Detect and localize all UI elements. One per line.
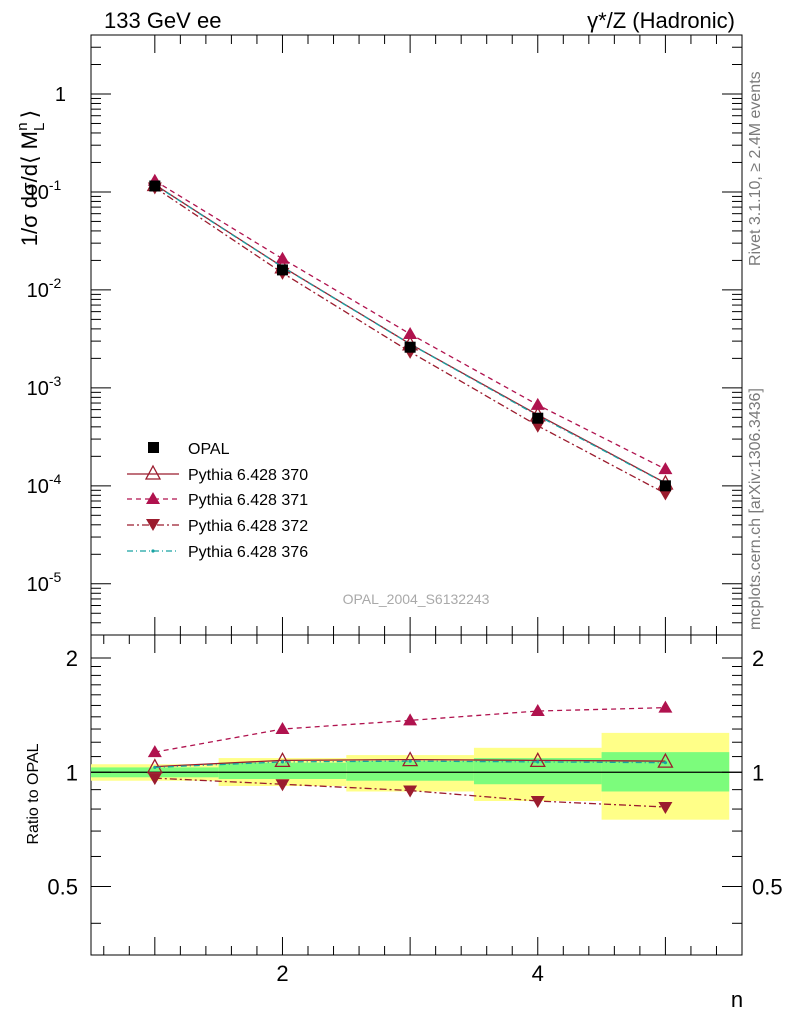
ratio-y-tick-label-left: 1 bbox=[66, 760, 78, 785]
data-point-opal bbox=[659, 480, 671, 492]
ratio-y-tick-label-left: 2 bbox=[66, 646, 78, 671]
energy-label: 133 GeV ee bbox=[104, 8, 221, 33]
main-y-tick-label: 10-2 bbox=[27, 275, 62, 302]
x-tick-label: 4 bbox=[532, 961, 544, 986]
legend-marker-376 bbox=[151, 549, 155, 553]
data-point-pythia-6-428-372 bbox=[530, 796, 545, 809]
data-point-pythia-6-428-372 bbox=[147, 773, 162, 786]
main-y-tick-label: 10-4 bbox=[27, 471, 62, 498]
data-point-opal bbox=[532, 412, 544, 424]
data-point-pythia-6-428-371 bbox=[658, 700, 673, 713]
ratio-series-layer bbox=[146, 700, 674, 815]
main-y-tick-label: 10-5 bbox=[27, 569, 62, 596]
data-point-pythia-6-428-371 bbox=[403, 326, 418, 339]
data-point-pythia-6-428-372 bbox=[658, 802, 673, 815]
ratio-y-tick-label-right: 1 bbox=[752, 760, 764, 785]
legend-marker-372 bbox=[146, 519, 160, 531]
main-y-tick-label: 10-1 bbox=[27, 177, 62, 204]
data-point-pythia-6-428-371 bbox=[530, 397, 545, 410]
main-y-tick-label: 1 bbox=[55, 84, 66, 106]
data-point-pythia-6-428-371 bbox=[275, 722, 290, 735]
rivet-version-label: Rivet 3.1.10, ≥ 2.4M events bbox=[747, 71, 764, 266]
analysis-id-watermark: OPAL_2004_S6132243 bbox=[343, 591, 490, 607]
ratio-panel-frame bbox=[90, 634, 743, 956]
ratio-uncertainty-bands bbox=[91, 732, 742, 820]
data-point-pythia-6-428-376 bbox=[408, 759, 412, 763]
data-point-opal bbox=[276, 264, 288, 276]
data-point-pythia-6-428-371 bbox=[403, 713, 418, 726]
data-point-pythia-6-428-370 bbox=[657, 752, 674, 768]
ratio-band-inner bbox=[346, 761, 474, 781]
series-line-pythia-6-428-371 bbox=[154, 180, 666, 470]
data-point-pythia-6-428-376 bbox=[153, 765, 157, 770]
data-point-pythia-6-428-376 bbox=[663, 761, 668, 765]
x-tick-label: 2 bbox=[276, 961, 288, 986]
series-line-pythia-6-428-376 bbox=[154, 760, 666, 769]
data-point-pythia-6-428-372 bbox=[530, 420, 545, 433]
legend-label-372: Pythia 6.428 372 bbox=[188, 518, 308, 535]
data-point-pythia-6-428-372 bbox=[658, 488, 673, 501]
mcplots-label: mcplots.cern.ch [arXiv:1306.3436] bbox=[747, 388, 764, 630]
legend-marker-370 bbox=[144, 464, 162, 480]
legend-label-opal: OPAL bbox=[188, 441, 230, 458]
data-point-pythia-6-428-372 bbox=[403, 785, 418, 798]
data-point-pythia-6-428-371 bbox=[147, 745, 162, 758]
x-axis-title: n bbox=[731, 987, 743, 1012]
main-y-ticks: 1 10-1 10-2 10-3 10-4 10-5 bbox=[27, 34, 742, 636]
ratio-y-tick-label-right: 2 bbox=[752, 646, 764, 671]
data-point-pythia-6-428-370 bbox=[146, 758, 163, 774]
ratio-y-axis-title: Ratio to OPAL bbox=[25, 743, 42, 844]
ratio-y-tick-label-left: 0.5 bbox=[47, 875, 78, 900]
legend-label-371: Pythia 6.428 371 bbox=[188, 492, 308, 509]
legend-marker-opal bbox=[148, 442, 159, 453]
main-y-axis-title: 1/σ dσ/d⟨ MLn⟩ bbox=[14, 110, 48, 247]
data-point-pythia-6-428-371 bbox=[275, 251, 290, 264]
legend-label-370: Pythia 6.428 370 bbox=[188, 467, 308, 484]
data-point-pythia-6-428-376 bbox=[280, 760, 285, 764]
ratio-ticks: 0.5 0.5 1 1 2 2 2 4 bbox=[47, 635, 783, 986]
legend-label-376: Pythia 6.428 376 bbox=[188, 544, 308, 561]
main-series-layer bbox=[146, 173, 674, 501]
data-point-pythia-6-428-370 bbox=[529, 751, 546, 768]
ratio-y-tick-label-right: 0.5 bbox=[752, 875, 783, 900]
data-point-pythia-6-428-371 bbox=[658, 462, 673, 475]
process-label: γ*/Z (Hadronic) bbox=[587, 8, 735, 33]
data-point-pythia-6-428-371 bbox=[530, 704, 545, 717]
data-point-pythia-6-428-370 bbox=[274, 751, 291, 768]
ratio-band-inner bbox=[218, 762, 347, 780]
data-point-pythia-6-428-372 bbox=[275, 779, 290, 792]
data-point-pythia-6-428-376 bbox=[536, 760, 540, 764]
legend-marker-371 bbox=[146, 492, 160, 504]
data-point-opal bbox=[149, 180, 161, 192]
data-point-pythia-6-428-370 bbox=[402, 751, 419, 767]
data-point-opal bbox=[404, 341, 416, 353]
main-y-tick-label: 10-3 bbox=[27, 373, 62, 400]
legend: OPAL Pythia 6.428 370 Pythia 6.428 371 P… bbox=[127, 441, 308, 561]
